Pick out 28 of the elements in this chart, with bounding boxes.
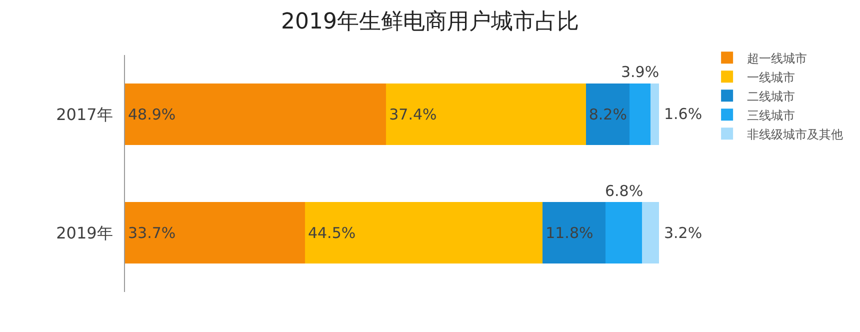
data-label: 3.9% bbox=[621, 63, 660, 81]
data-label: 37.4% bbox=[389, 105, 437, 124]
chart-title: 2019年生鲜电商用户城市占比 bbox=[281, 10, 579, 35]
data-label: 8.2% bbox=[588, 105, 627, 124]
data-label: 33.7% bbox=[128, 224, 176, 242]
bar bbox=[630, 83, 650, 146]
bar bbox=[386, 83, 586, 146]
data-label: 1.6% bbox=[664, 105, 702, 123]
bar bbox=[125, 83, 386, 146]
legend-label: 三线城市 bbox=[747, 108, 796, 122]
bar bbox=[650, 83, 659, 146]
data-label: 44.5% bbox=[308, 224, 356, 242]
legend-label: 超一线城市 bbox=[747, 51, 808, 66]
bar bbox=[125, 202, 305, 264]
data-label: 6.8% bbox=[605, 182, 644, 200]
bar bbox=[606, 202, 642, 264]
bar bbox=[304, 202, 543, 264]
bar bbox=[542, 202, 606, 264]
legend-label: 一线城市 bbox=[747, 70, 796, 84]
legend-label: 非线级城市及其他 bbox=[747, 127, 844, 142]
bar bbox=[586, 83, 630, 146]
data-label: 11.8% bbox=[546, 224, 594, 242]
data-label: 3.2% bbox=[664, 224, 702, 242]
data-label: 48.9% bbox=[128, 105, 176, 124]
y-tick-label: 2017年 bbox=[56, 104, 113, 124]
y-tick-label: 2019年 bbox=[56, 223, 113, 242]
bar bbox=[642, 202, 659, 264]
legend-label: 二线城市 bbox=[747, 89, 796, 104]
